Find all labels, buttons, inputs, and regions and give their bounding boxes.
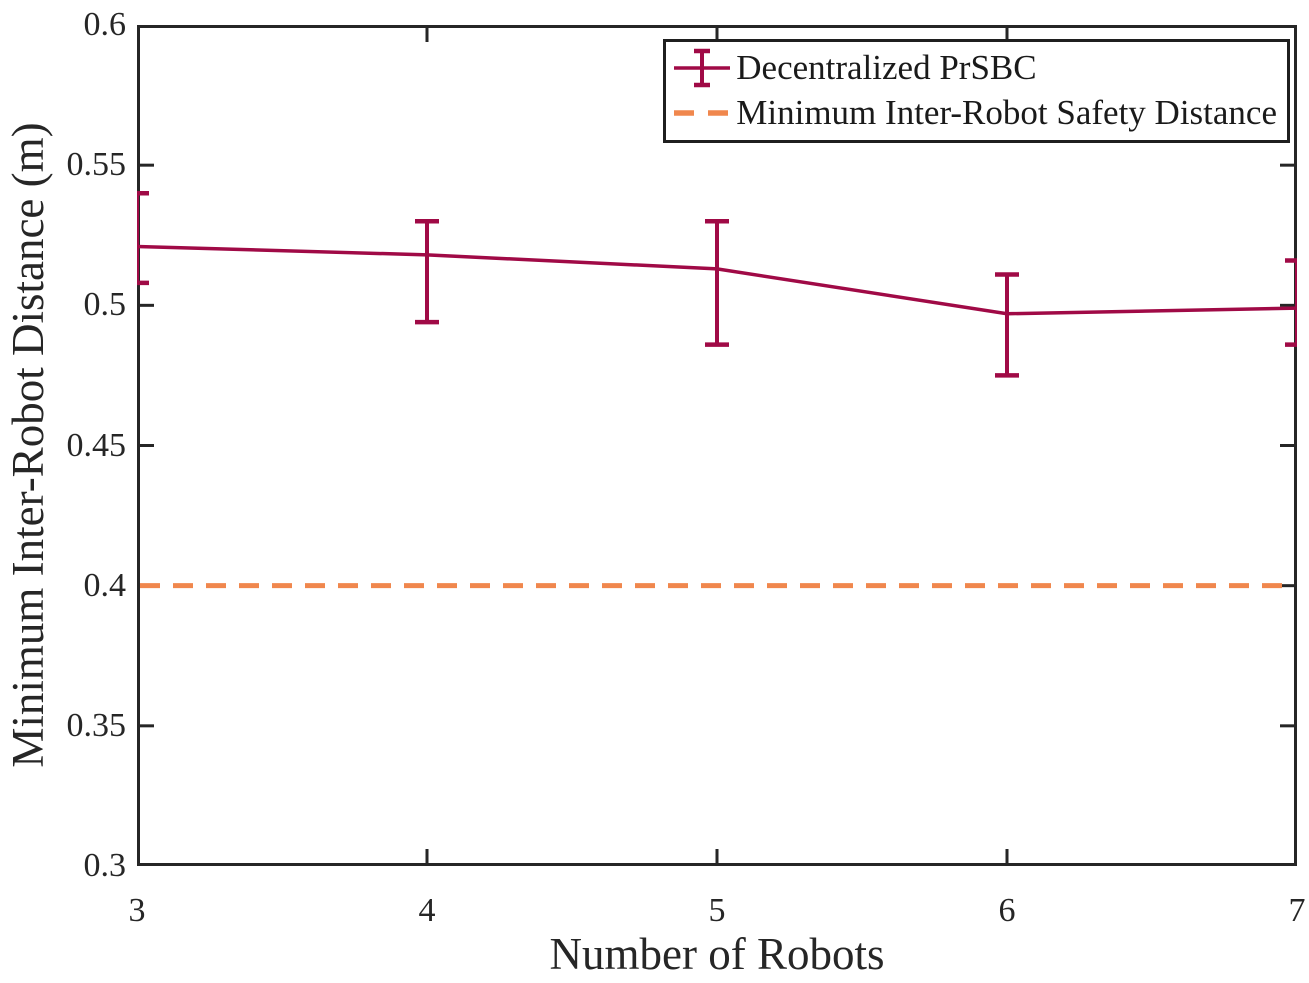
legend-label-prsbc: Decentralized PrSBC	[736, 47, 1037, 87]
y-tick-label: 0.4	[83, 566, 127, 604]
legend: Decentralized PrSBC Minimum Inter-Robot …	[663, 39, 1290, 143]
y-tick-label: 0.55	[66, 146, 127, 184]
x-tick-label: 7	[1288, 892, 1306, 929]
errorbar-icon	[674, 48, 731, 87]
legend-label-safety-distance: Minimum Inter-Robot Safety Distance	[736, 92, 1277, 132]
y-tick-label: 0.5	[83, 286, 127, 324]
x-tick-label: 4	[418, 892, 436, 929]
dashed-line-icon	[674, 109, 729, 116]
x-tick-label: 5	[708, 892, 726, 929]
plot-canvas	[137, 25, 1297, 866]
x-tick-label: 6	[998, 892, 1016, 929]
y-tick-label: 0.45	[66, 426, 127, 464]
legend-item-safety-distance: Minimum Inter-Robot Safety Distance	[672, 90, 1277, 135]
x-axis-label: Number of Robots	[549, 929, 885, 979]
plot-area: Decentralized PrSBC Minimum Inter-Robot …	[137, 25, 1297, 866]
y-tick-label: 0.35	[66, 706, 127, 744]
y-tick-label: 0.3	[83, 847, 127, 884]
legend-item-prsbc: Decentralized PrSBC	[672, 45, 1277, 90]
y-tick-label: 0.6	[83, 6, 127, 43]
x-tick-label: 3	[128, 892, 146, 929]
